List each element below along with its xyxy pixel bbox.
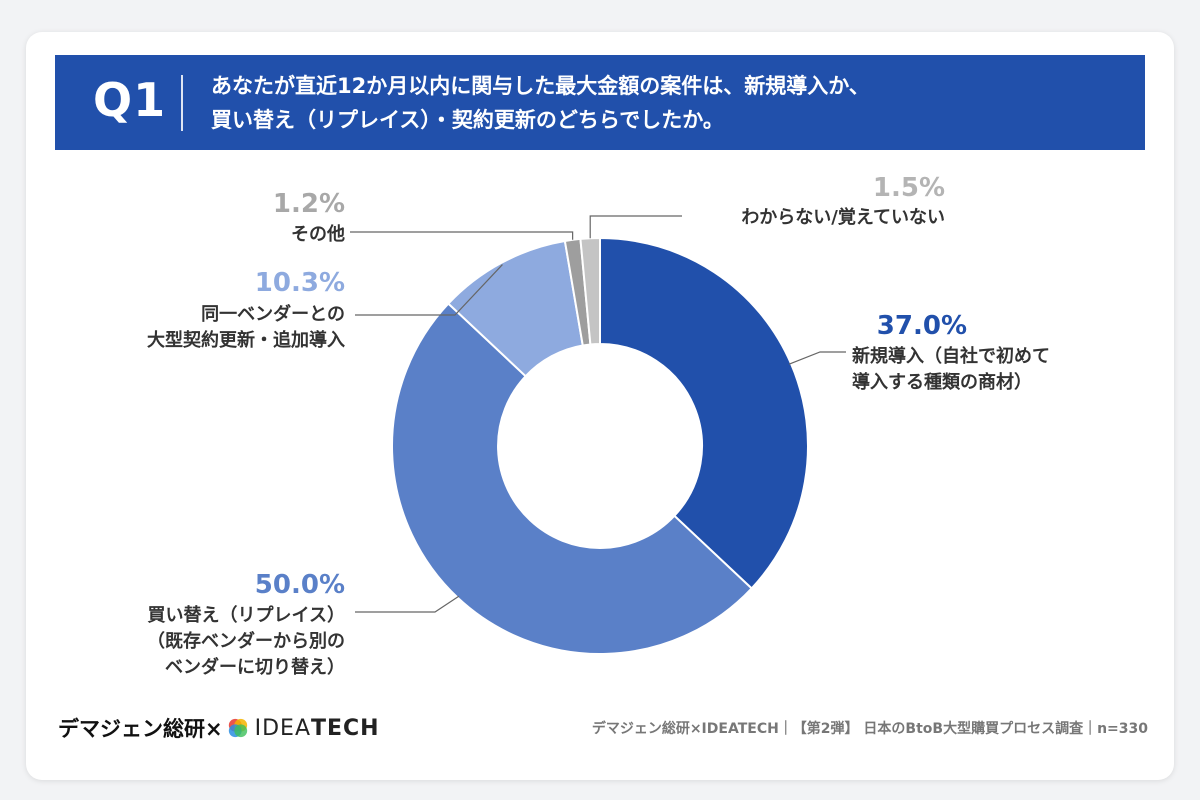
slice-label-0-line-0: 新規導入（自社で初めて — [852, 345, 1050, 367]
slice-label-2-line-0: 同一ベンダーとの — [201, 303, 345, 325]
slice-percent-2: 10.3% — [255, 268, 345, 298]
brand-idea: IDEA — [254, 715, 311, 741]
leader-line-0 — [788, 351, 846, 365]
header-divider — [181, 75, 183, 131]
slice-percent-4: 1.5% — [873, 173, 945, 203]
slice-label-1-line-2: ベンダーに切り替え） — [165, 656, 345, 678]
donut-slices — [391, 236, 809, 655]
question-number: Q1 — [93, 73, 167, 127]
brand-tech: TECH — [311, 715, 380, 741]
slice-percent-3: 1.2% — [273, 189, 345, 219]
leader-line-3 — [350, 231, 574, 240]
brand-footer: デマジェン総研× IDEATECH — [58, 712, 380, 744]
question-line-2: 買い替え（リプレイス）・契約更新のどちらでしたか。 — [211, 108, 724, 132]
slice-0 — [599, 236, 809, 590]
slice-percent-0: 37.0% — [877, 311, 967, 341]
leader-lines — [350, 215, 846, 613]
slice-label-0-line-1: 導入する種類の商材） — [852, 371, 1032, 393]
leader-line-4 — [589, 215, 682, 239]
question-header: Q1 あなたが直近12か月以内に関与した最大金額の案件は、新規導入か、 買い替え… — [55, 55, 1145, 150]
source-note: デマジェン総研×IDEATECH｜【第2弾】 日本のBtoB大型購買プロセス調査… — [591, 721, 1148, 737]
brand-ideatech: IDEATECH — [255, 716, 380, 741]
question-text: あなたが直近12か月以内に関与した最大金額の案件は、新規導入か、 買い替え（リプ… — [211, 69, 1111, 137]
slice-label-3-line-0: その他 — [291, 223, 345, 245]
slice-label-1-line-0: 買い替え（リプレイス） — [148, 604, 345, 626]
slice-label-1-line-1: （既存ベンダーから別の — [147, 630, 345, 652]
leader-line-2 — [355, 264, 503, 316]
slice-label-4-line-0: わからない/覚えていない — [741, 206, 945, 228]
question-line-1: あなたが直近12か月以内に関与した最大金額の案件は、新規導入か、 — [211, 74, 870, 98]
slice-percent-1: 50.0% — [255, 570, 345, 600]
slice-1 — [391, 302, 754, 655]
ideatech-logo-icon — [228, 718, 247, 738]
slice-4 — [579, 236, 601, 346]
card — [26, 32, 1174, 780]
leader-line-1 — [355, 595, 460, 613]
slice-label-2-line-1: 大型契約更新・追加導入 — [147, 329, 345, 351]
brand-name: デマジェン総研× — [58, 717, 223, 741]
